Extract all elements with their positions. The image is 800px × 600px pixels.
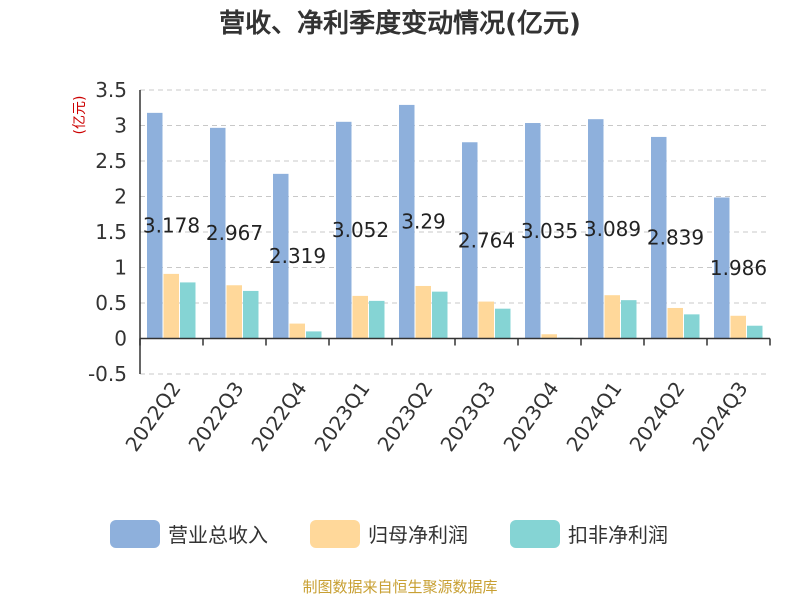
x-tick-label: 2023Q2 [372, 377, 437, 456]
data-label: 2.319 [269, 244, 326, 268]
bar-2024Q1-扣非净利润 [621, 300, 637, 339]
bar-2022Q4-归母净利润 [289, 323, 305, 339]
bar-2022Q2-营业总收入 [147, 112, 163, 339]
data-label: 3.29 [401, 210, 446, 234]
bar-2023Q3-营业总收入 [462, 142, 478, 339]
data-label: 2.967 [206, 221, 263, 245]
x-tick-label: 2023Q1 [309, 377, 374, 456]
x-tick-label: 2022Q4 [246, 377, 311, 456]
y-axis-label: (亿元) [72, 96, 88, 135]
bar-2024Q2-扣非净利润 [684, 314, 700, 339]
x-tick-label: 2023Q3 [435, 377, 500, 456]
data-label: 2.839 [647, 226, 704, 250]
bar-2024Q3-营业总收入 [714, 197, 730, 339]
data-label: 3.052 [332, 218, 389, 242]
chart-title: 营收、净利季度变动情况(亿元) [219, 8, 581, 39]
legend-label: 营业总收入 [168, 523, 268, 547]
bar-2022Q4-扣非净利润 [306, 331, 322, 339]
y-tick-label: 0 [114, 327, 127, 351]
bar-2024Q3-扣非净利润 [747, 325, 763, 339]
bar-2024Q2-营业总收入 [651, 136, 667, 339]
bar-2023Q2-营业总收入 [399, 104, 415, 339]
bar-2024Q2-归母净利润 [667, 307, 683, 339]
bar-2022Q3-扣非净利润 [243, 290, 259, 339]
bar-2023Q4-营业总收入 [525, 123, 541, 339]
y-tick-label: 3.5 [95, 78, 127, 102]
y-tick-label: 0.5 [95, 291, 127, 315]
data-label: 3.089 [584, 217, 641, 241]
legend-label: 归母净利润 [368, 523, 468, 547]
legend-swatch [310, 520, 360, 548]
data-label: 3.178 [143, 214, 200, 238]
x-tick-label: 2024Q3 [687, 377, 752, 456]
bar-2023Q1-营业总收入 [336, 121, 352, 339]
x-tick-label: 2024Q2 [624, 377, 689, 456]
x-axis-ticks: 2022Q22022Q32022Q42023Q12023Q22023Q32023… [120, 377, 752, 456]
bar-2023Q4-归母净利润 [541, 334, 557, 339]
source-note: 制图数据来自恒生聚源数据库 [302, 578, 497, 596]
data-label: 3.035 [521, 219, 578, 243]
bar-2023Q2-归母净利润 [415, 285, 431, 339]
y-tick-label: -0.5 [88, 362, 127, 386]
bar-2022Q3-归母净利润 [226, 285, 242, 339]
bar-2023Q2-扣非净利润 [432, 291, 448, 339]
bar-2023Q1-归母净利润 [352, 295, 368, 339]
data-label: 1.986 [710, 256, 767, 280]
x-tick-label: 2022Q3 [183, 377, 248, 456]
y-tick-label: 3 [114, 114, 127, 138]
bar-2023Q3-扣非净利润 [495, 308, 511, 339]
bar-2022Q3-营业总收入 [210, 127, 226, 339]
legend: 营业总收入 归母净利润 扣非净利润 [110, 520, 668, 548]
bar-2022Q2-归母净利润 [163, 273, 179, 339]
bar-2023Q1-扣非净利润 [369, 300, 385, 339]
bar-2024Q1-归母净利润 [604, 295, 620, 339]
bars [147, 104, 763, 339]
y-tick-label: 2 [114, 185, 127, 209]
bar-2024Q3-归母净利润 [730, 315, 746, 339]
y-axis-ticks: -0.5 0 0.5 1 1.5 2 2.5 3 3.5 [88, 78, 127, 386]
x-tick-label: 2024Q1 [561, 377, 626, 456]
legend-swatch [510, 520, 560, 548]
x-tick-label: 2023Q4 [498, 377, 563, 456]
data-label: 2.764 [458, 228, 515, 252]
axes [139, 90, 771, 374]
bar-2022Q2-扣非净利润 [180, 282, 196, 339]
bar-2024Q1-营业总收入 [588, 119, 604, 339]
legend-swatch [110, 520, 160, 548]
legend-label: 扣非净利润 [568, 523, 668, 547]
y-tick-label: 1.5 [95, 220, 127, 244]
bar-2023Q3-归母净利润 [478, 301, 494, 339]
bar-2022Q4-营业总收入 [273, 173, 289, 339]
x-tick-label: 2022Q2 [120, 377, 185, 456]
y-tick-label: 2.5 [95, 149, 127, 173]
y-tick-label: 1 [114, 256, 127, 280]
